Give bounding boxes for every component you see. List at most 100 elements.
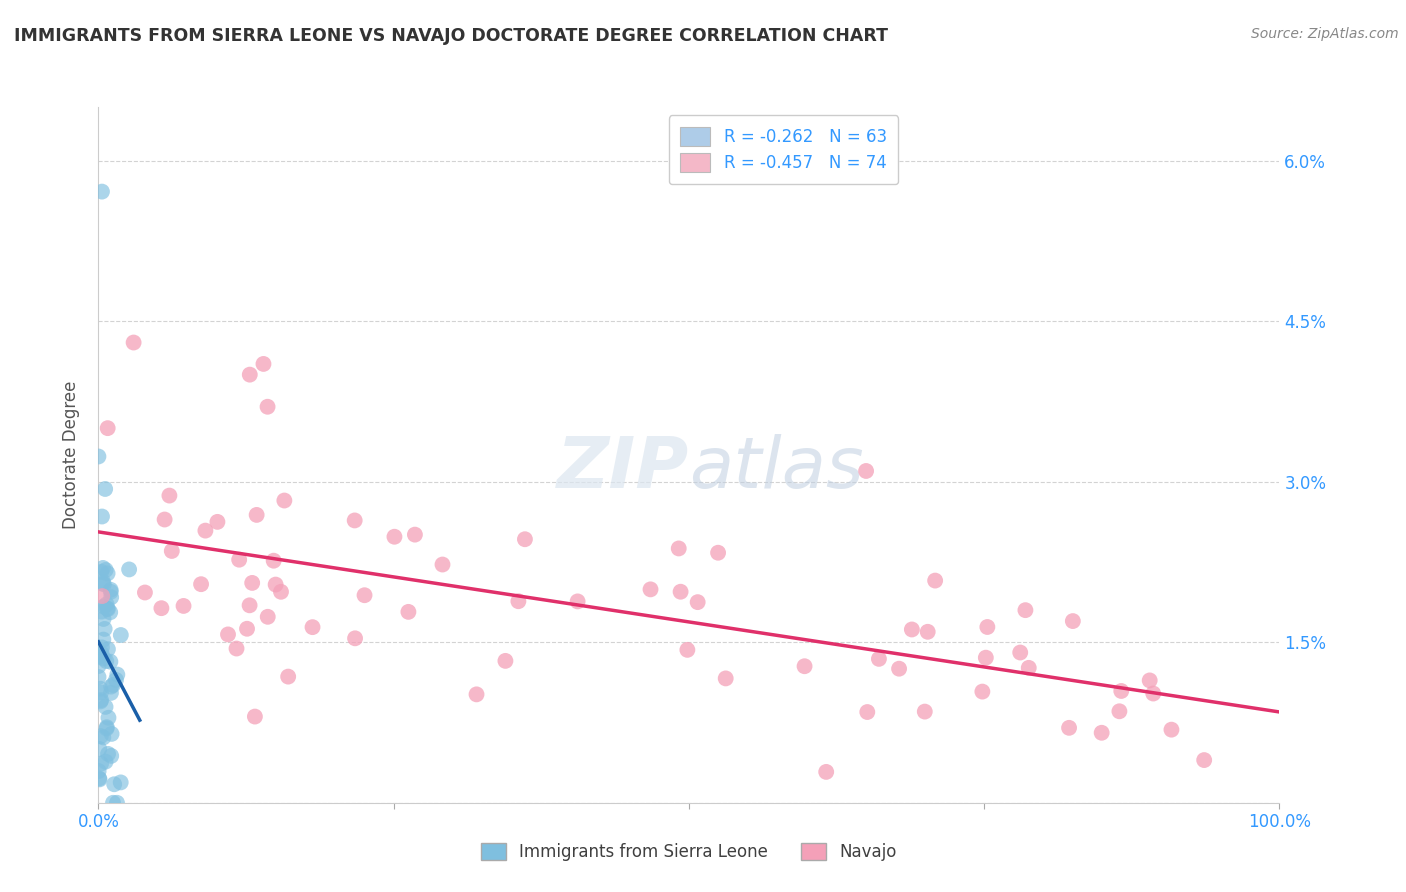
Point xyxy=(150,601,173,615)
Point xyxy=(1018,661,1040,675)
Point xyxy=(686,595,709,609)
Point xyxy=(1160,723,1182,737)
Point xyxy=(404,527,426,541)
Point xyxy=(97,747,120,761)
Point xyxy=(277,670,299,684)
Point xyxy=(256,400,278,414)
Point xyxy=(94,482,117,496)
Point xyxy=(91,509,114,524)
Point xyxy=(100,582,122,597)
Point xyxy=(868,652,890,666)
Point xyxy=(1010,646,1032,660)
Point xyxy=(273,493,295,508)
Point xyxy=(87,659,110,673)
Point xyxy=(100,655,122,669)
Point xyxy=(976,620,998,634)
Point xyxy=(96,722,118,736)
Point xyxy=(118,562,141,576)
Point xyxy=(972,684,994,698)
Point xyxy=(432,558,454,572)
Point xyxy=(89,649,111,664)
Point xyxy=(901,623,924,637)
Point xyxy=(668,541,690,556)
Point xyxy=(91,185,114,199)
Point xyxy=(97,421,120,435)
Point xyxy=(90,694,112,708)
Point xyxy=(110,775,132,789)
Point xyxy=(87,450,110,464)
Point xyxy=(96,601,118,615)
Point xyxy=(793,659,815,673)
Point xyxy=(1108,704,1130,718)
Point xyxy=(94,755,117,769)
Point xyxy=(93,612,115,626)
Point xyxy=(190,577,212,591)
Point xyxy=(270,584,292,599)
Point xyxy=(343,513,366,527)
Text: ZIP: ZIP xyxy=(557,434,689,503)
Point xyxy=(264,577,287,591)
Point xyxy=(91,576,114,591)
Point xyxy=(707,546,730,560)
Point xyxy=(160,544,183,558)
Point xyxy=(855,464,877,478)
Point xyxy=(101,678,124,692)
Point xyxy=(97,566,120,581)
Point xyxy=(157,489,180,503)
Point xyxy=(974,650,997,665)
Point xyxy=(228,552,250,566)
Point xyxy=(91,731,114,745)
Point xyxy=(98,605,121,619)
Point xyxy=(90,605,112,619)
Point xyxy=(96,654,118,668)
Point xyxy=(93,599,115,614)
Point xyxy=(856,705,879,719)
Text: Source: ZipAtlas.com: Source: ZipAtlas.com xyxy=(1251,27,1399,41)
Point xyxy=(1091,725,1114,739)
Point xyxy=(89,681,111,696)
Point xyxy=(100,686,122,700)
Point xyxy=(815,764,838,779)
Point xyxy=(1109,684,1132,698)
Point xyxy=(240,575,263,590)
Point xyxy=(1062,614,1084,628)
Point xyxy=(89,772,111,787)
Point xyxy=(96,597,118,611)
Point xyxy=(239,368,262,382)
Point xyxy=(246,508,269,522)
Y-axis label: Doctorate Degree: Doctorate Degree xyxy=(62,381,80,529)
Point xyxy=(93,651,115,665)
Point xyxy=(1139,673,1161,688)
Text: IMMIGRANTS FROM SIERRA LEONE VS NAVAJO DOCTORATE DEGREE CORRELATION CHART: IMMIGRANTS FROM SIERRA LEONE VS NAVAJO D… xyxy=(14,27,889,45)
Point xyxy=(1057,721,1080,735)
Point xyxy=(914,705,936,719)
Point xyxy=(93,632,115,647)
Point xyxy=(494,654,516,668)
Point xyxy=(263,554,285,568)
Point xyxy=(669,584,692,599)
Point xyxy=(91,574,114,589)
Text: atlas: atlas xyxy=(689,434,863,503)
Point xyxy=(252,357,274,371)
Point xyxy=(110,628,132,642)
Point xyxy=(173,599,195,613)
Point xyxy=(91,589,114,603)
Point xyxy=(87,764,110,778)
Point xyxy=(93,622,115,636)
Point xyxy=(924,574,946,588)
Point xyxy=(89,742,111,756)
Point xyxy=(353,588,375,602)
Point xyxy=(194,524,217,538)
Point xyxy=(100,680,122,694)
Point xyxy=(90,693,112,707)
Point xyxy=(207,515,229,529)
Point xyxy=(90,729,112,743)
Point xyxy=(105,796,128,810)
Point xyxy=(100,584,122,599)
Point xyxy=(513,533,536,547)
Point xyxy=(97,602,120,616)
Point xyxy=(567,594,589,608)
Point xyxy=(90,756,112,771)
Point xyxy=(94,699,117,714)
Point xyxy=(640,582,662,597)
